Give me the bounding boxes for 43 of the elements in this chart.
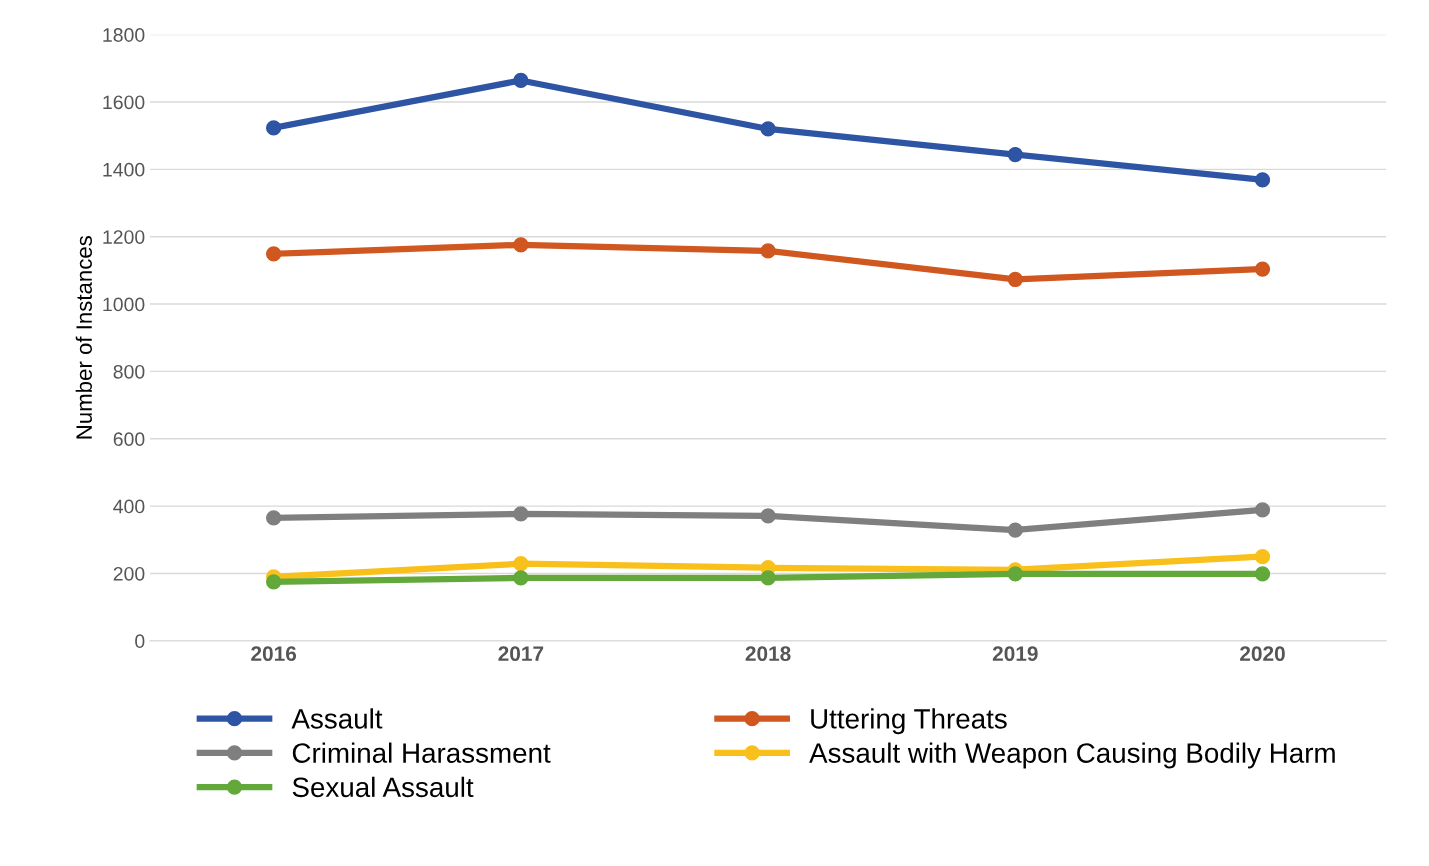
y-tick-label: 600 (113, 432, 145, 447)
point (513, 237, 529, 253)
y-tick-label: 1200 (103, 230, 145, 244)
point (1007, 522, 1023, 538)
y-tick-label: 1600 (103, 95, 145, 110)
point (760, 508, 776, 524)
point (513, 570, 529, 586)
point (513, 72, 529, 89)
point (266, 510, 282, 526)
point (1254, 566, 1271, 582)
y-tick-label: 1400 (103, 162, 145, 177)
point (1254, 549, 1271, 565)
point (513, 506, 529, 522)
y-tick-label: 200 (113, 566, 145, 581)
point (1254, 261, 1271, 277)
legend-label: Sexual Assault (292, 776, 474, 798)
y-tick-label: 1800 (103, 28, 145, 42)
y-tick-label: 0 (135, 634, 145, 649)
point (1007, 566, 1023, 582)
legend-label: Uttering Threats (811, 708, 1007, 735)
y-tick-label: 800 (113, 364, 145, 379)
x-tick-label: 2018 (745, 646, 791, 661)
point (760, 121, 776, 137)
point (266, 246, 282, 262)
point (1007, 146, 1023, 163)
x-tick-label: 2019 (992, 646, 1038, 661)
point (266, 574, 282, 590)
point (760, 243, 776, 259)
point (266, 120, 282, 136)
legend-label: Assault with Weapon Causing Bodily Harm (809, 742, 1335, 769)
legend-label: Assault (291, 708, 383, 729)
x-tick-label: 2017 (498, 646, 544, 661)
point (513, 556, 529, 572)
x-tick-label: 2016 (251, 646, 297, 661)
point (760, 570, 776, 586)
point (1254, 502, 1271, 518)
y-axis-title: Number of Instances (75, 236, 92, 439)
y-tick-label: 400 (113, 499, 145, 514)
point (1007, 271, 1023, 288)
y-tick-label: 1000 (103, 297, 145, 312)
x-tick-label: 2020 (1240, 646, 1285, 661)
point (1254, 172, 1271, 188)
legend-label: Criminal Harassment (292, 742, 551, 763)
